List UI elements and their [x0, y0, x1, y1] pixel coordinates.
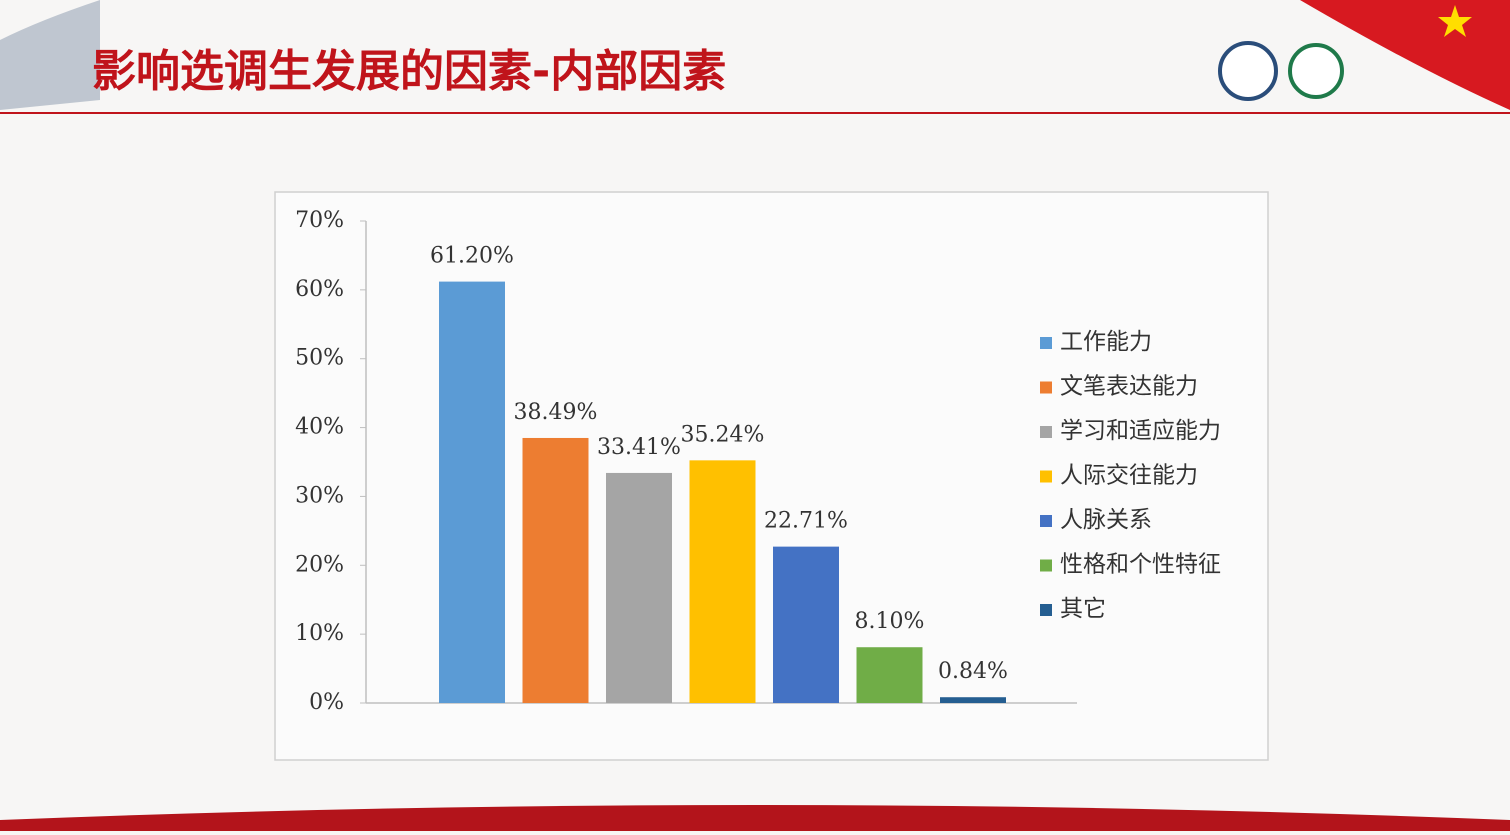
bar [439, 281, 505, 703]
legend-swatch [1040, 337, 1052, 349]
logo [1288, 43, 1344, 99]
legend-swatch [1040, 470, 1052, 483]
y-tick-label: 70% [295, 208, 344, 233]
legend-label: 人际交往能力 [1060, 463, 1198, 489]
legend-label: 文笔表达能力 [1060, 374, 1198, 400]
y-tick-label: 40% [295, 415, 344, 440]
value-label: 38.49% [514, 400, 598, 425]
legend-label: 学习和适应能力 [1060, 418, 1221, 444]
bar [940, 697, 1006, 703]
legend-label: 工作能力 [1060, 329, 1152, 355]
legend-swatch [1040, 515, 1052, 527]
value-label: 33.41% [597, 435, 681, 460]
y-tick-label: 30% [295, 483, 344, 508]
slide-title: 影响选调生发展的因素-内部因素 [92, 46, 726, 97]
value-label: 35.24% [681, 422, 765, 447]
bar [606, 472, 672, 703]
bar [773, 546, 839, 703]
value-label: 22.71% [764, 509, 848, 534]
bar [522, 437, 589, 703]
y-tick-label: 20% [295, 552, 344, 577]
pavilion-decoration [0, 0, 100, 110]
logo [1218, 41, 1278, 101]
flag-star [1438, 5, 1472, 37]
value-label: 0.84% [938, 659, 1008, 684]
legend-label: 性格和个性特征 [1060, 552, 1221, 578]
legend-label: 其它 [1060, 596, 1106, 622]
value-label: 8.10% [855, 609, 925, 634]
y-tick-label: 10% [295, 621, 344, 646]
y-tick-label: 0% [309, 690, 344, 715]
legend-swatch [1040, 426, 1052, 438]
legend-swatch [1040, 381, 1052, 394]
y-tick-label: 60% [295, 277, 344, 302]
legend-swatch [1040, 604, 1052, 616]
value-label: 61.20% [430, 244, 514, 269]
bar [856, 647, 923, 703]
y-tick-label: 50% [295, 346, 344, 371]
bar [689, 460, 756, 703]
legend-label: 人脉关系 [1060, 507, 1152, 533]
legend-swatch [1040, 559, 1052, 572]
footer-wave [0, 805, 1510, 831]
